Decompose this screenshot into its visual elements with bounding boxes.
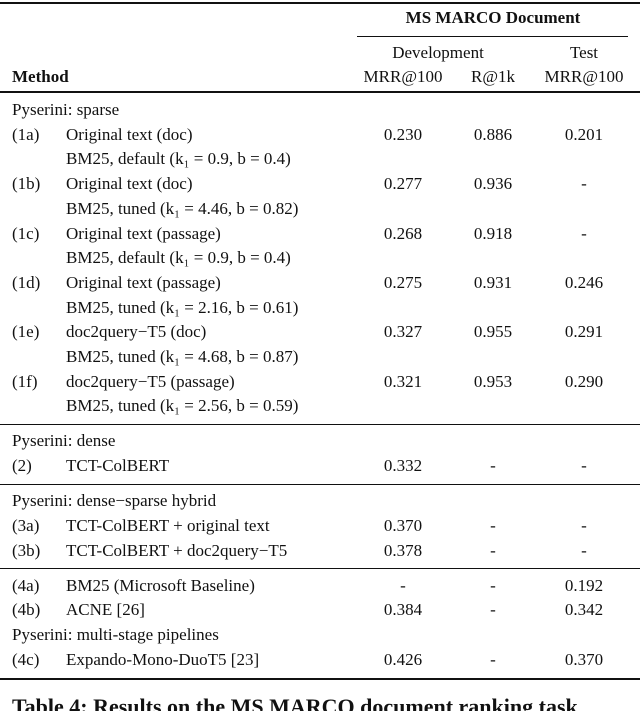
group-header: MS MARCO Document [405, 8, 581, 27]
rule [357, 36, 628, 37]
cell-value: - [490, 575, 496, 595]
method-name: Original text (passage) [66, 223, 221, 243]
section-heading: Pyserini: sparse [12, 100, 120, 119]
row-id: (4a) [12, 575, 40, 595]
cell-value: 0.290 [564, 371, 604, 391]
cell-value: 0.886 [473, 124, 513, 144]
cell-value: 0.201 [564, 124, 604, 144]
method-name: TCT-ColBERT + original text [66, 515, 270, 535]
rule [0, 568, 640, 569]
cell-value: 0.931 [473, 272, 513, 292]
method-name: TCT-ColBERT [66, 456, 170, 476]
cell-value: - [490, 600, 496, 620]
rule [0, 483, 640, 485]
subgroup-header: Development [392, 43, 484, 62]
row-id: (1a) [12, 124, 40, 144]
rule [0, 423, 640, 425]
method-name: Original text (passage) [66, 272, 221, 292]
cell-value: 0.370 [564, 649, 604, 669]
subgroup-header: Test [569, 43, 599, 62]
cell-value: 0.268 [383, 223, 423, 243]
section-heading: Pyserini: multi-stage pipelines [12, 624, 219, 644]
row-id: (3a) [12, 515, 40, 535]
row-id: (3b) [12, 540, 41, 560]
cell-value: - [581, 174, 587, 194]
row-id: (4b) [12, 600, 41, 620]
cell-value: - [581, 540, 587, 560]
method-name: Original text (doc) [66, 174, 193, 194]
method-name: BM25, tuned (k₁ = 2.56, b = 0.59) [66, 396, 299, 416]
cell-value: 0.426 [383, 649, 423, 669]
rule [0, 91, 640, 93]
cell-value: - [581, 223, 587, 243]
column-header: R@1k [471, 67, 515, 86]
row-id: (1d) [12, 272, 41, 292]
cell-value: 0.275 [383, 272, 423, 292]
row-id: (1c) [12, 223, 40, 243]
cell-value: 0.936 [473, 174, 513, 194]
cell-value: 0.378 [383, 540, 423, 560]
method-name: BM25 (Microsoft Baseline) [66, 575, 255, 595]
method-name: Expando-Mono-DuoT5 [23] [66, 649, 260, 669]
cell-value: 0.192 [564, 575, 604, 595]
rule [0, 2, 640, 4]
method-name: BM25, tuned (k₁ = 4.46, b = 0.82) [66, 198, 299, 218]
row-id: (1f) [12, 371, 38, 391]
cell-value: 0.342 [564, 600, 604, 620]
method-name: BM25, tuned (k₁ = 2.16, b = 0.61) [66, 297, 299, 317]
cell-value: 0.332 [383, 456, 423, 476]
method-name: doc2query−T5 (passage) [66, 371, 235, 391]
column-header: Method [12, 67, 69, 86]
column-header: MRR@100 [544, 67, 624, 86]
cell-value: 0.277 [383, 174, 423, 194]
method-name: BM25, default (k₁ = 0.9, b = 0.4) [66, 248, 291, 268]
cell-value: - [490, 456, 496, 476]
section-heading: Pyserini: dense−sparse hybrid [12, 491, 217, 511]
cell-value: - [581, 515, 587, 535]
cell-value: 0.384 [383, 600, 423, 620]
method-name: Original text (doc) [66, 124, 193, 144]
cell-value: - [490, 515, 496, 535]
cell-value: 0.246 [564, 272, 604, 292]
method-name: BM25, default (k₁ = 0.9, b = 0.4) [66, 149, 291, 169]
cell-value: 0.327 [383, 322, 423, 342]
row-id: (4c) [12, 649, 40, 669]
section-heading: Pyserini: dense [12, 431, 116, 451]
cell-value: - [400, 575, 406, 595]
cell-value: 0.370 [383, 515, 423, 535]
cell-value: 0.953 [473, 371, 513, 391]
method-name: ACNE [26] [66, 600, 145, 620]
cell-value: 0.230 [383, 124, 423, 144]
cell-value: 0.955 [473, 322, 513, 342]
row-id: (1e) [12, 322, 40, 342]
cell-value: - [490, 649, 496, 669]
method-name: TCT-ColBERT + doc2query−T5 [66, 540, 288, 560]
method-name: doc2query−T5 (doc) [66, 322, 207, 342]
row-id: (1b) [12, 174, 41, 194]
cell-value: 0.291 [564, 322, 604, 342]
method-name: BM25, tuned (k₁ = 4.68, b = 0.87) [66, 347, 299, 366]
cell-value: - [581, 456, 587, 476]
column-header: MRR@100 [363, 67, 443, 86]
cell-value: - [490, 540, 496, 560]
caption: Table 4: Results on the MS MARCO documen… [12, 693, 578, 711]
row-id: (2) [12, 456, 32, 476]
cell-value: 0.918 [473, 223, 513, 243]
rule [0, 678, 640, 680]
cell-value: 0.321 [383, 371, 423, 391]
